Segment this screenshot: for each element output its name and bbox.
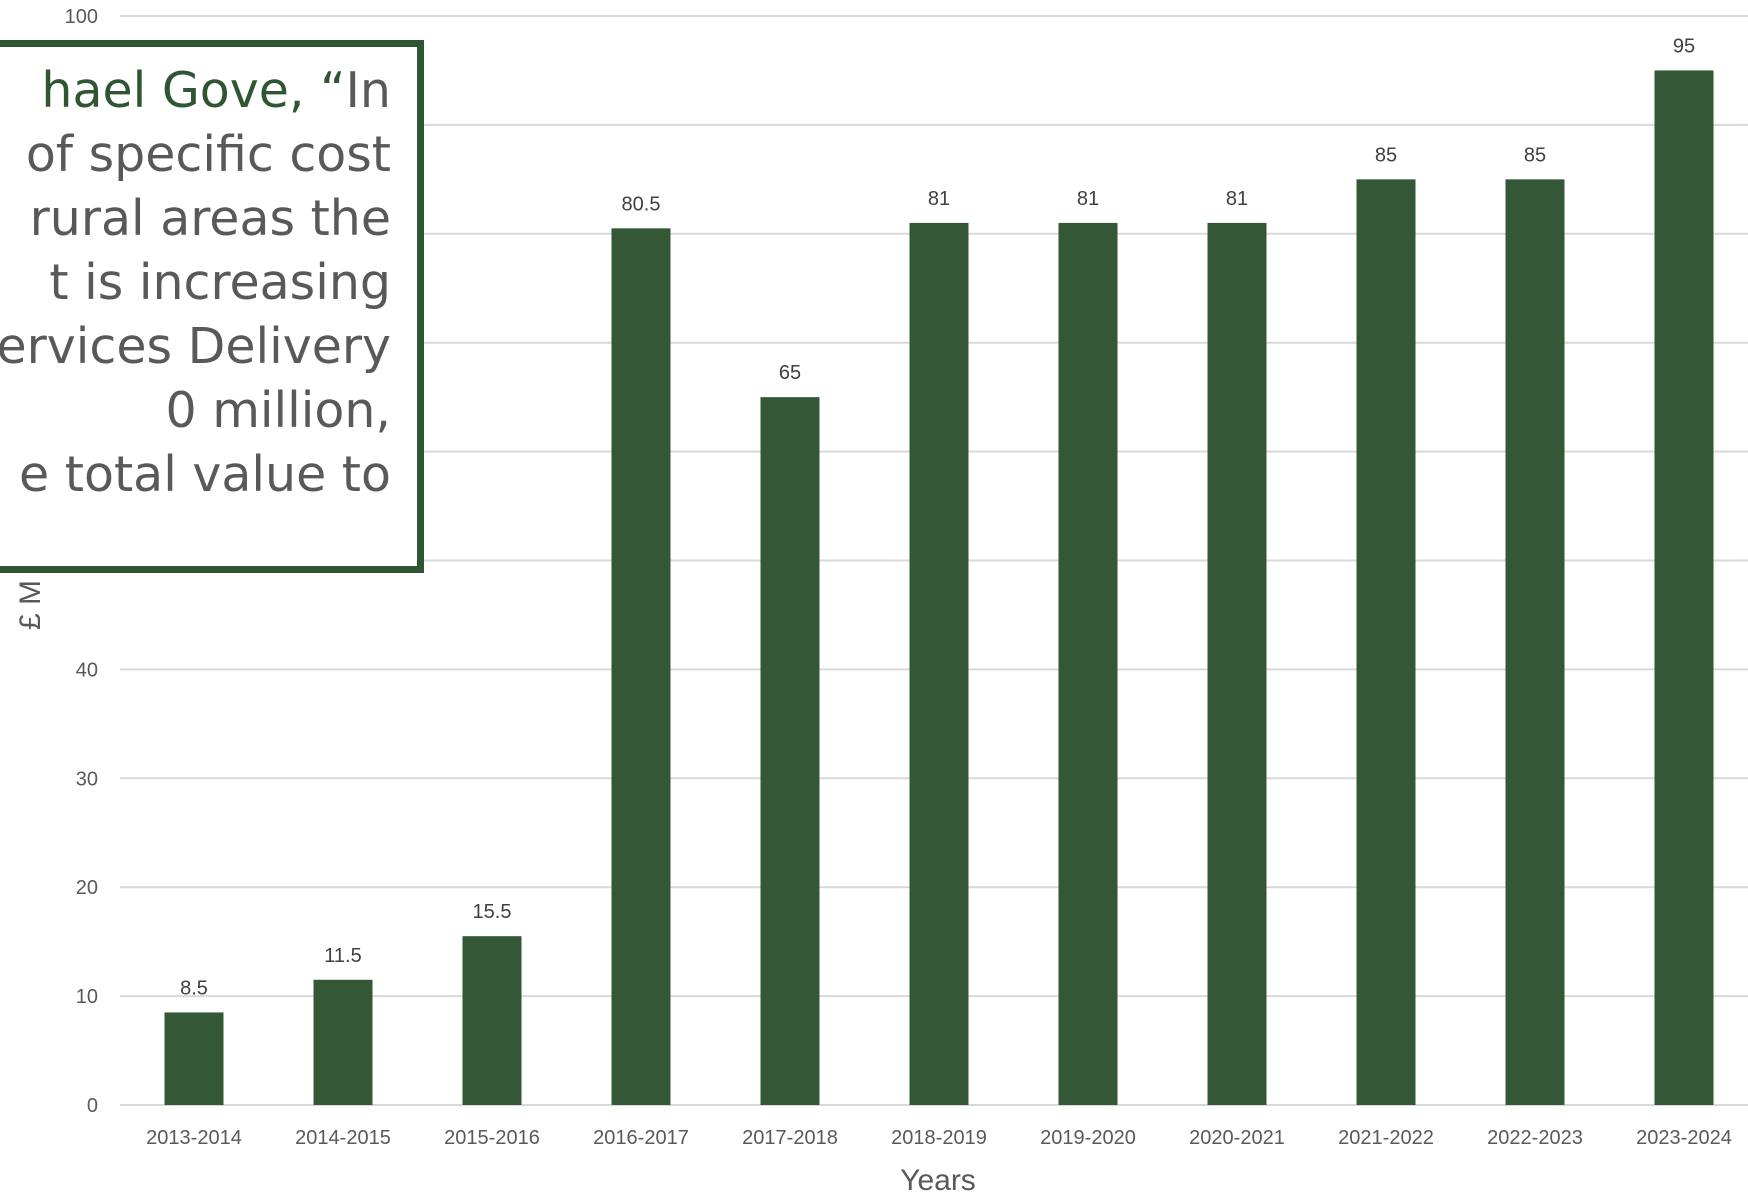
y-tick-label: 20: [76, 877, 98, 899]
y-tick-label: 10: [76, 986, 98, 1008]
data-label: 85: [1524, 144, 1546, 166]
x-tick-label: 2020-2021: [1189, 1127, 1285, 1149]
data-label: 85: [1375, 144, 1397, 166]
y-tick-label: 30: [76, 768, 98, 790]
quote-line-2: of specific cost: [25, 126, 391, 183]
y-tick-label: 100: [65, 6, 98, 28]
y-tick-label: 40: [76, 659, 98, 681]
quote-box: hael Gove, “In of specific cost rural ar…: [0, 40, 424, 573]
quote-line-3: rural areas the: [29, 190, 391, 247]
bar: [1505, 179, 1565, 1106]
data-label: 11.5: [324, 945, 361, 967]
data-labels: 8.5 11.5 15.5 80.5 65 81 81 81 85 85 95: [180, 35, 1695, 999]
quote-line-7: e total value to: [19, 446, 391, 503]
x-tick-labels: 2013-2014 2014-2015 2015-2016 2016-2017 2017…: [146, 1127, 1732, 1149]
data-label: 81: [1077, 188, 1099, 210]
bar: [1356, 179, 1416, 1106]
bars: [164, 70, 1714, 1106]
bar: [1058, 222, 1118, 1105]
bar: [611, 228, 671, 1106]
y-tick-label: 0: [87, 1095, 98, 1117]
x-tick-label: 2019-2020: [1040, 1127, 1136, 1149]
quote-speaker: hael Gove, “: [41, 62, 346, 119]
bar: [462, 936, 522, 1105]
x-tick-label: 2015-2016: [444, 1127, 540, 1149]
x-tick-label: 2016-2017: [593, 1127, 689, 1149]
quote-text: hael Gove, “In of specific cost rural ar…: [0, 59, 391, 507]
x-tick-label: 2018-2019: [891, 1127, 987, 1149]
x-tick-label: 2022-2023: [1487, 1127, 1583, 1149]
data-label: 81: [1226, 188, 1248, 210]
x-tick-label: 2021-2022: [1338, 1127, 1434, 1149]
quote-line-4: t is increasing: [49, 254, 391, 311]
data-label: 65: [779, 362, 801, 384]
quote-line-6: 0 million,: [165, 382, 391, 439]
data-label: 80.5: [622, 193, 661, 215]
x-axis-title: Years: [900, 1164, 976, 1197]
data-label: 15.5: [473, 901, 512, 923]
data-label: 81: [928, 188, 950, 210]
x-tick-label: 2017-2018: [742, 1127, 838, 1149]
x-tick-label: 2014-2015: [295, 1127, 391, 1149]
y-axis-title: £ M: [14, 580, 47, 630]
data-label: 95: [1673, 35, 1695, 57]
quote-line-1: hael Gove, “In: [0, 59, 391, 123]
bar: [1207, 222, 1267, 1105]
bar: [313, 979, 373, 1105]
bar: [909, 222, 969, 1105]
bar: [164, 1012, 224, 1105]
bar: [760, 397, 820, 1105]
quote-line-1-rest: In: [345, 62, 391, 119]
data-label: 8.5: [180, 977, 208, 999]
y-tick-labels: 0 10 20 30 40 100: [65, 6, 98, 1117]
quote-line-5: ervices Delivery: [0, 318, 391, 375]
bar: [1654, 70, 1714, 1106]
x-tick-label: 2023-2024: [1636, 1127, 1732, 1149]
x-tick-label: 2013-2014: [146, 1127, 242, 1149]
